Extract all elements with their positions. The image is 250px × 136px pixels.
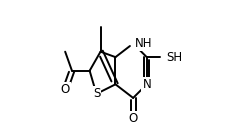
Text: SH: SH xyxy=(166,51,182,64)
Text: O: O xyxy=(60,83,70,96)
Text: NH: NH xyxy=(135,37,153,50)
Text: N: N xyxy=(142,78,151,91)
Text: S: S xyxy=(93,87,100,100)
Text: O: O xyxy=(128,112,138,125)
